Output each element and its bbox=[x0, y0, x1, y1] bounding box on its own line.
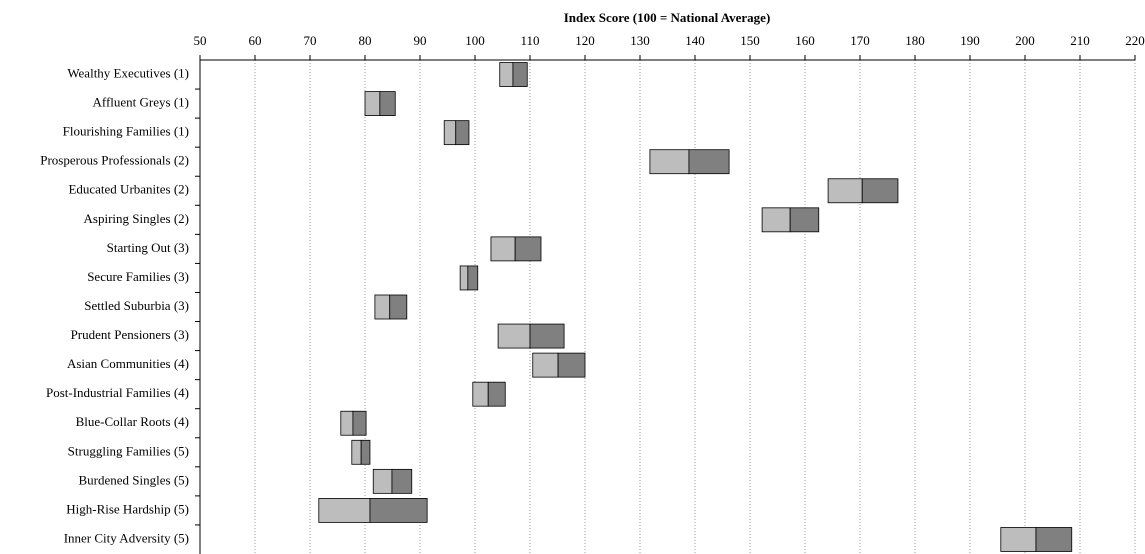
x-tick-label: 140 bbox=[685, 33, 705, 48]
x-tick-label: 160 bbox=[795, 33, 815, 48]
x-tick-label: 150 bbox=[740, 33, 760, 48]
lower-segment bbox=[372, 468, 393, 494]
axis-title: Index Score (100 = National Average) bbox=[564, 10, 771, 25]
y-tick-label: Post-Industrial Families (4) bbox=[46, 385, 189, 400]
upper-segment bbox=[688, 149, 730, 175]
upper-segment bbox=[487, 381, 506, 407]
y-tick-label: Settled Suburbia (3) bbox=[84, 298, 189, 313]
y-tick-label: High-Rise Hardship (5) bbox=[66, 501, 189, 516]
upper-segment bbox=[391, 468, 413, 494]
upper-segment bbox=[529, 323, 565, 349]
y-tick-label: Secure Families (3) bbox=[87, 269, 189, 284]
x-tick-label: 220 bbox=[1125, 33, 1145, 48]
x-tick-label: 210 bbox=[1070, 33, 1090, 48]
lower-segment bbox=[490, 236, 516, 262]
x-tick-label: 110 bbox=[520, 33, 539, 48]
x-tick-label: 180 bbox=[905, 33, 925, 48]
lower-segment bbox=[761, 207, 791, 233]
upper-segment bbox=[369, 498, 428, 523]
x-tick-label: 170 bbox=[850, 33, 870, 48]
x-tick-label: 50 bbox=[194, 33, 207, 48]
upper-segment bbox=[1035, 527, 1073, 552]
lower-segment bbox=[443, 120, 457, 146]
upper-segment bbox=[455, 120, 470, 146]
lower-segment bbox=[472, 381, 489, 407]
lower-segment bbox=[532, 352, 559, 378]
lower-segment bbox=[351, 439, 362, 465]
lower-segment bbox=[364, 91, 381, 116]
lower-segment bbox=[499, 62, 514, 87]
x-tick-label: 90 bbox=[414, 33, 427, 48]
lower-segment bbox=[340, 410, 354, 436]
lower-segment bbox=[1000, 527, 1037, 552]
lower-segment bbox=[459, 265, 469, 291]
y-tick-label: Educated Urbanites (2) bbox=[68, 182, 189, 197]
upper-segment bbox=[379, 91, 396, 116]
upper-segment bbox=[467, 265, 479, 291]
lower-segment bbox=[497, 323, 531, 349]
x-tick-label: 60 bbox=[249, 33, 262, 48]
x-tick-label: 100 bbox=[465, 33, 485, 48]
y-tick-label: Affluent Greys (1) bbox=[92, 95, 189, 110]
upper-segment bbox=[360, 439, 371, 465]
x-tick-label: 120 bbox=[575, 33, 595, 48]
y-tick-label: Wealthy Executives (1) bbox=[67, 66, 189, 81]
y-tick-label: Prosperous Professionals (2) bbox=[40, 153, 189, 168]
lower-segment bbox=[374, 294, 391, 320]
lower-segment bbox=[318, 498, 371, 523]
y-tick-label: Blue-Collar Roots (4) bbox=[76, 414, 189, 429]
y-tick-label: Aspiring Singles (2) bbox=[84, 211, 189, 226]
y-tick-label: Starting Out (3) bbox=[107, 240, 189, 255]
upper-segment bbox=[512, 62, 528, 87]
y-tick-label: Burdened Singles (5) bbox=[79, 472, 189, 487]
lower-segment bbox=[649, 149, 690, 175]
x-tick-label: 130 bbox=[630, 33, 650, 48]
y-tick-label: Asian Communities (4) bbox=[67, 356, 189, 371]
upper-segment bbox=[861, 178, 899, 204]
x-tick-label: 190 bbox=[960, 33, 980, 48]
upper-segment bbox=[514, 236, 542, 262]
upper-segment bbox=[352, 410, 367, 436]
y-tick-label: Inner City Adversity (5) bbox=[64, 530, 189, 545]
upper-segment bbox=[389, 294, 408, 320]
upper-segment bbox=[789, 207, 820, 233]
x-tick-label: 70 bbox=[304, 33, 317, 48]
x-tick-label: 200 bbox=[1015, 33, 1035, 48]
upper-segment bbox=[557, 352, 586, 378]
y-tick-label: Flourishing Families (1) bbox=[63, 124, 189, 139]
y-tick-label: Prudent Pensioners (3) bbox=[71, 327, 189, 342]
lower-segment bbox=[827, 178, 863, 204]
y-tick-label: Struggling Families (5) bbox=[68, 443, 189, 458]
x-tick-label: 80 bbox=[359, 33, 372, 48]
